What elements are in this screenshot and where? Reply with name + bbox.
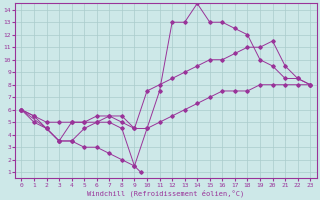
X-axis label: Windchill (Refroidissement éolien,°C): Windchill (Refroidissement éolien,°C) xyxy=(87,189,244,197)
